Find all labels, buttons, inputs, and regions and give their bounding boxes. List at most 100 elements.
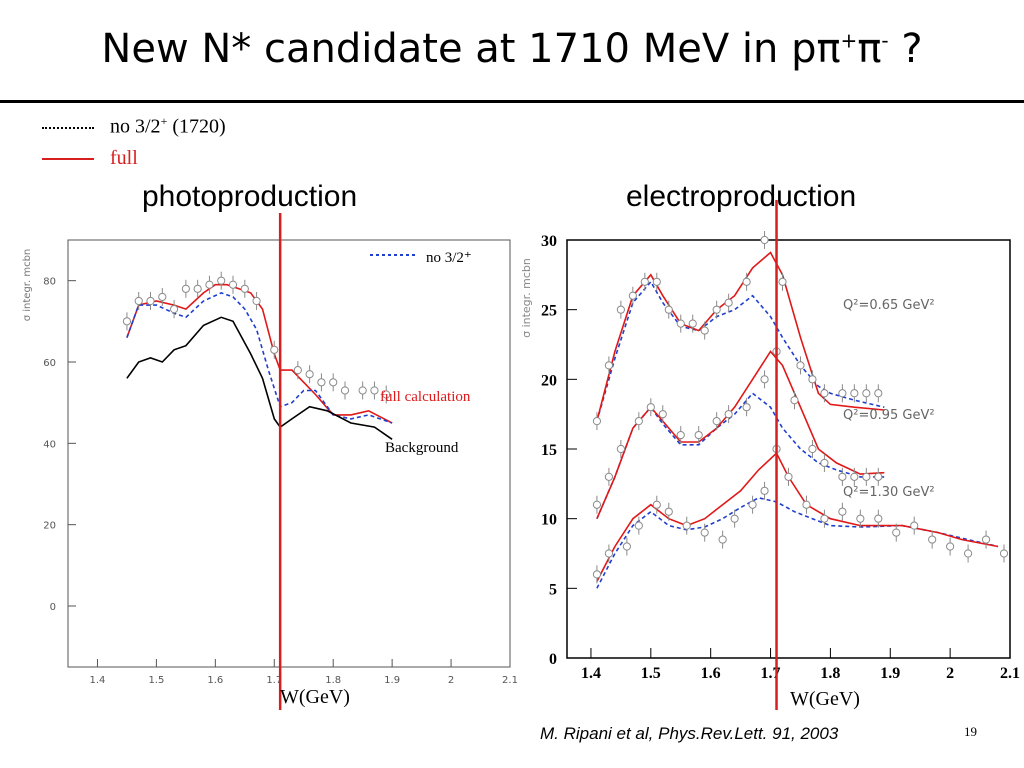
electro-data-point xyxy=(682,521,691,530)
photo-data-point xyxy=(252,296,261,306)
electro-data-point xyxy=(664,305,673,314)
electro-xtick-label: 1.8 xyxy=(820,665,840,682)
electro-data-point xyxy=(730,514,739,523)
electro-data-point xyxy=(874,472,883,481)
electro-data-point xyxy=(778,277,787,286)
electro-ytick-label: 10 xyxy=(541,512,557,529)
electro-data-point xyxy=(700,528,709,537)
photo-data-point xyxy=(293,366,302,375)
electro-data-point xyxy=(724,298,733,307)
electro-data-point xyxy=(718,535,727,544)
electro-ytick-label: 20 xyxy=(541,372,557,389)
electro-data-point xyxy=(742,277,751,286)
electro-ytick-label: 5 xyxy=(549,581,557,598)
electro-data-point xyxy=(742,403,751,412)
electro-xtick-label: 2 xyxy=(946,665,954,682)
photo-series-0 xyxy=(126,283,393,424)
title-sup-minus: - xyxy=(881,28,889,53)
page-number: 19 xyxy=(964,724,977,739)
electro-data-point xyxy=(634,417,643,426)
electro-data-point xyxy=(796,361,805,370)
electro-data-point xyxy=(862,389,871,398)
photo-xtick-label: 2 xyxy=(448,675,454,686)
electro-data-point xyxy=(928,535,937,544)
photo-data-point xyxy=(228,280,238,289)
electro-data-point xyxy=(910,521,919,530)
electro-data-point xyxy=(874,389,883,398)
legend-label-no32: no 3/2 xyxy=(110,115,161,138)
photo-ytick-label: 40 xyxy=(43,439,56,450)
electro-data-point xyxy=(874,514,883,523)
electro-data-point xyxy=(676,319,685,328)
photo-data-point xyxy=(169,305,179,314)
electro-q2-label-2: Q²=1.30 GeV² xyxy=(843,485,935,500)
electro-data-point xyxy=(694,430,703,440)
electro-full-curve-2 xyxy=(596,451,999,582)
photoproduction-title: photoproduction xyxy=(142,180,358,213)
photo-data-point xyxy=(240,284,249,293)
electro-data-point xyxy=(760,486,769,495)
electro-data-point xyxy=(604,549,614,558)
electro-xtick-label: 2.1 xyxy=(1000,665,1020,682)
photo-data-point xyxy=(122,317,132,326)
photo-data-point xyxy=(370,386,379,395)
electro-data-point xyxy=(640,277,649,286)
photo-xtick-label: 1.7 xyxy=(266,675,282,686)
photo-series-2 xyxy=(126,316,393,440)
electro-data-point xyxy=(688,319,697,328)
electro-data-point xyxy=(652,277,661,286)
electro-data-point xyxy=(634,521,643,530)
electro-data-point xyxy=(676,430,685,440)
electro-data-point xyxy=(724,410,733,419)
electro-no32-curve-0 xyxy=(596,280,885,422)
photo-data-point xyxy=(358,386,367,395)
electro-data-point xyxy=(802,500,811,509)
photo-legend-label: no 3/2⁺ xyxy=(426,250,472,266)
electro-data-point xyxy=(850,472,859,481)
electro-ytick-label: 30 xyxy=(541,233,557,250)
electro-data-point xyxy=(784,472,793,481)
electro-data-point xyxy=(981,535,991,544)
electro-data-point xyxy=(838,389,847,398)
electro-data-point xyxy=(946,542,955,551)
electro-data-point xyxy=(838,507,847,516)
electro-xlabel: W(GeV) xyxy=(790,688,860,710)
legend-sup: + xyxy=(160,114,168,128)
photo-xlabel: W(GeV) xyxy=(280,686,350,708)
electro-data-point xyxy=(963,549,973,558)
electro-data-point xyxy=(820,389,829,398)
photo-ylabel: σ integr. mcbn xyxy=(22,249,33,322)
electro-data-point xyxy=(646,403,655,412)
photo-data-point xyxy=(181,284,190,293)
electro-data-point xyxy=(808,444,817,454)
electro-data-point xyxy=(820,514,829,523)
photo-ytick-label: 60 xyxy=(43,358,56,369)
electro-plot-frame xyxy=(566,239,1011,659)
photo-data-point xyxy=(317,378,326,387)
legend-label-full: full xyxy=(110,147,138,169)
photo-data-point xyxy=(340,386,350,395)
photo-data-point xyxy=(270,345,279,354)
legend-swatch-solid xyxy=(42,158,94,161)
electro-xtick-label: 1.6 xyxy=(701,665,721,682)
title-end: ? xyxy=(888,26,923,72)
electro-data-point xyxy=(592,417,602,426)
title-pi: π xyxy=(857,26,882,72)
electro-ytick-label: 15 xyxy=(541,442,557,459)
photo-plot-frame xyxy=(67,239,511,668)
electro-data-point xyxy=(700,326,709,335)
photo-ytick-label: 80 xyxy=(43,277,56,288)
legend-suffix: (1720) xyxy=(167,115,226,138)
electro-data-point xyxy=(652,500,661,509)
photo-ytick-label: 20 xyxy=(43,521,56,532)
electro-data-point xyxy=(712,417,721,426)
photo-data-point xyxy=(193,284,202,293)
electro-data-point xyxy=(622,542,631,551)
photo-annotation-full: full calculation xyxy=(380,389,471,405)
electro-data-point xyxy=(790,396,799,405)
electro-data-point xyxy=(604,472,614,481)
electro-data-point xyxy=(616,444,625,454)
photo-xtick-label: 1.5 xyxy=(148,675,164,686)
electro-full-curve-1 xyxy=(596,350,885,520)
